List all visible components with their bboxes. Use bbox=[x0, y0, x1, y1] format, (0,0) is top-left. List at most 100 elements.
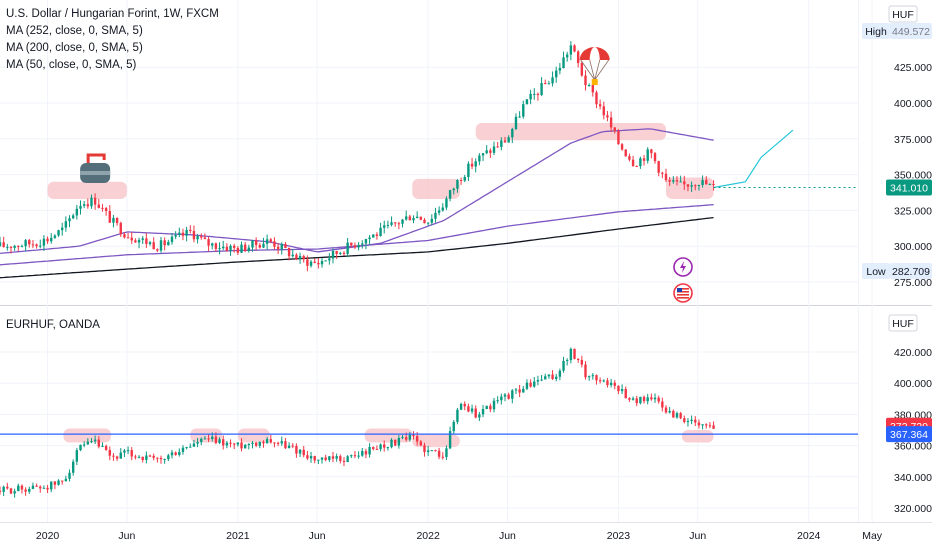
candle-body bbox=[562, 57, 565, 69]
curling-stone-handle bbox=[86, 153, 106, 163]
candle-body bbox=[203, 237, 207, 240]
candle-body bbox=[437, 210, 441, 213]
candle-body bbox=[152, 455, 155, 458]
candle-body bbox=[251, 240, 254, 248]
candle-body bbox=[309, 261, 313, 266]
low-value-bg bbox=[890, 263, 932, 279]
candle-body bbox=[189, 446, 192, 448]
price-tick-label: 425.000 bbox=[894, 62, 932, 74]
candle-body bbox=[342, 460, 346, 463]
candle-body bbox=[42, 238, 46, 246]
candle-body bbox=[123, 234, 126, 238]
ma-252-legend[interactable]: MA (252, close, 0, SMA, 5) bbox=[6, 25, 143, 37]
candle-body bbox=[463, 177, 466, 181]
time-axis[interactable]: 2020 Jun 2021 Jun 2022 Jun 2023 Jun 2024 May bbox=[36, 530, 883, 542]
price-tick-label: 400.000 bbox=[894, 98, 932, 110]
projection-line bbox=[713, 129, 794, 189]
ma-200-legend[interactable]: MA (200, close, 0, SMA, 5) bbox=[6, 42, 143, 54]
time-tick-label: May bbox=[862, 530, 883, 542]
candle-body bbox=[576, 51, 580, 63]
candle-body bbox=[0, 242, 2, 247]
candle-body bbox=[331, 456, 335, 459]
candle-body bbox=[456, 179, 459, 189]
candle-body bbox=[390, 222, 393, 225]
candle-body bbox=[547, 83, 551, 85]
candle-body bbox=[511, 390, 514, 399]
candle-body bbox=[551, 374, 554, 379]
candle-body bbox=[683, 418, 686, 422]
candle-body bbox=[573, 45, 576, 52]
time-tick-label: Jun bbox=[118, 530, 135, 542]
candle-body bbox=[686, 184, 690, 187]
candle-body bbox=[379, 227, 382, 236]
candle-body bbox=[269, 239, 272, 242]
candle-body bbox=[664, 173, 668, 181]
candle-body bbox=[503, 394, 507, 397]
candle-body bbox=[97, 439, 101, 447]
candle-body bbox=[672, 410, 675, 418]
candle-body bbox=[57, 230, 60, 236]
candle-body bbox=[375, 234, 379, 236]
price-tick-label: 320.000 bbox=[894, 503, 932, 515]
eurhuf-title[interactable]: EURHUF, OANDA bbox=[6, 319, 100, 331]
candle-body bbox=[503, 140, 507, 143]
candle-body bbox=[697, 422, 701, 426]
zone-box bbox=[412, 178, 460, 199]
candle-body bbox=[617, 131, 620, 145]
price-axes[interactable]: 275.000 300.000 325.000 350.000 375.000 400.0… bbox=[894, 62, 932, 515]
candle-body bbox=[39, 486, 42, 489]
candle-body bbox=[357, 244, 360, 248]
candle-body bbox=[712, 183, 715, 185]
candle-body bbox=[302, 449, 305, 456]
candle-body bbox=[357, 455, 360, 457]
candle-body bbox=[562, 361, 565, 371]
zone-box bbox=[681, 430, 714, 443]
time-tick-label: 2021 bbox=[226, 530, 250, 542]
candle-body bbox=[225, 246, 229, 251]
time-tick-label: Jun bbox=[689, 530, 706, 542]
zone-box bbox=[475, 123, 666, 141]
candle-body bbox=[119, 452, 122, 459]
candle-body bbox=[6, 246, 9, 248]
candle-body bbox=[335, 456, 338, 459]
ma-50-legend[interactable]: MA (50, close, 0, SMA, 5) bbox=[6, 59, 137, 71]
candle-body bbox=[218, 248, 221, 250]
candle-body bbox=[514, 116, 518, 129]
candle-body bbox=[624, 149, 627, 157]
candle-body bbox=[185, 447, 188, 449]
candle-body bbox=[309, 456, 313, 459]
candle-body bbox=[346, 242, 349, 254]
candle-body bbox=[584, 364, 587, 378]
candle-body bbox=[108, 211, 111, 223]
candle-body bbox=[75, 208, 79, 216]
candle-body bbox=[404, 437, 408, 440]
candle-body bbox=[496, 146, 499, 148]
currency-label-bottom-text: HUF bbox=[892, 318, 914, 330]
candle-body bbox=[569, 348, 573, 361]
price-tick-label: 300.000 bbox=[894, 241, 932, 253]
chart-icons bbox=[80, 47, 693, 303]
candle-body bbox=[225, 442, 229, 446]
candle-body bbox=[331, 251, 335, 259]
candle-body bbox=[79, 444, 82, 451]
candle-body bbox=[525, 382, 529, 389]
candle-body bbox=[9, 488, 13, 494]
candle-body bbox=[240, 442, 243, 449]
candle-body bbox=[485, 150, 488, 154]
candle-body bbox=[518, 116, 521, 118]
candle-body bbox=[302, 256, 305, 260]
candle-body bbox=[394, 222, 397, 224]
candle-body bbox=[236, 247, 240, 253]
symbol-title[interactable]: U.S. Dollar / Hungarian Forint, 1W, FXCM bbox=[6, 8, 219, 20]
candle-body bbox=[445, 448, 448, 458]
candle-body bbox=[576, 358, 580, 360]
candle-body bbox=[251, 442, 254, 445]
candle-body bbox=[119, 222, 122, 235]
candle-body bbox=[317, 459, 320, 461]
candle-body bbox=[430, 450, 434, 452]
candle-body bbox=[412, 434, 415, 437]
candle-body bbox=[675, 180, 679, 182]
candle-body bbox=[441, 207, 444, 211]
candle-body bbox=[478, 155, 481, 162]
